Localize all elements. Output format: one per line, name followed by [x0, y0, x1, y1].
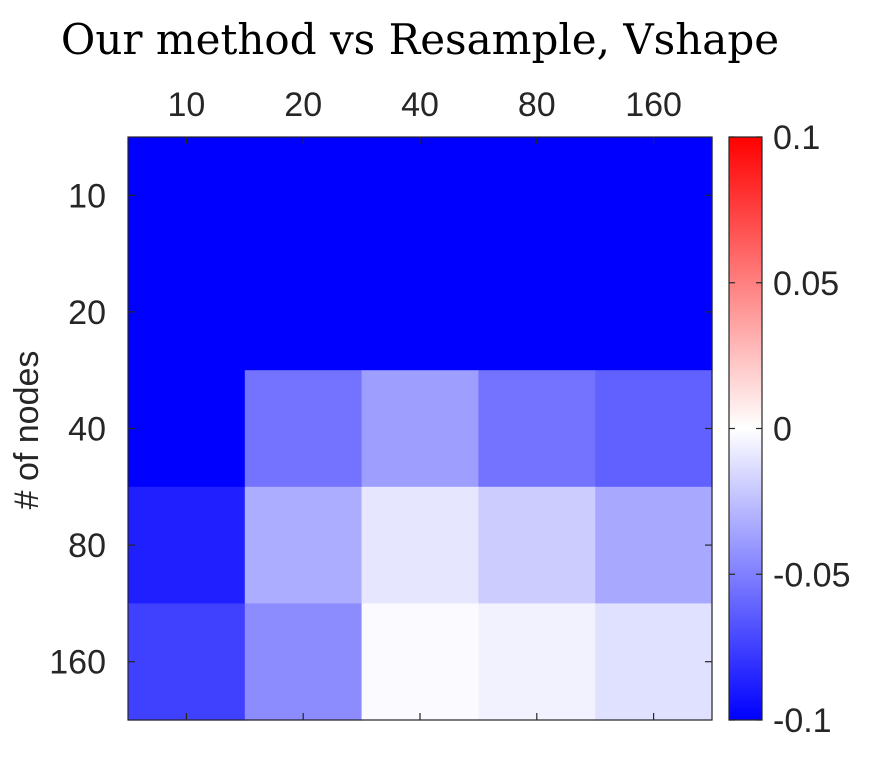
heatmap-cell: [361, 253, 479, 371]
heatmap-cell: [478, 486, 596, 604]
colorbar-ticks: 0.1 0.05 0 -0.05 -0.1: [729, 119, 851, 740]
heatmap-cell: [595, 370, 713, 488]
heatmap-cell: [128, 486, 246, 604]
heatmap-cell: [595, 137, 713, 255]
chart-title: Our method vs Resample, Vshape: [61, 15, 779, 64]
x-tick-label: 10: [167, 86, 205, 124]
x-tick-labels: 10 20 40 80 160: [167, 86, 681, 124]
heatmap-cell: [244, 253, 363, 371]
heatmap-cell: [128, 137, 246, 255]
colorbar-tick-label: 0: [773, 411, 792, 449]
colorbar-tick-label: -0.1: [773, 702, 832, 740]
heatmap-cell: [128, 370, 246, 488]
x-tick-label: 80: [518, 86, 556, 124]
y-axis-label: # of nodes: [8, 351, 46, 510]
x-tick-label: 20: [284, 86, 322, 124]
heatmap-cell: [244, 370, 363, 488]
colorbar-tick-label: -0.05: [773, 556, 851, 594]
heatmap-cell: [128, 603, 246, 721]
colorbar-tick-label: 0.05: [773, 265, 839, 303]
y-tick-label: 80: [68, 527, 106, 565]
heatmap-cell: [244, 137, 363, 255]
heatmap-cell: [361, 370, 479, 488]
heatmap-cell: [244, 603, 363, 721]
y-tick-label: 160: [49, 644, 106, 682]
heatmap-cell: [478, 137, 596, 255]
heatmap-cell: [595, 253, 713, 371]
heatmap-cell: [478, 370, 596, 488]
heatmap-cell: [595, 486, 713, 604]
heatmap-cell: [361, 486, 479, 604]
axis-ticks: [128, 137, 712, 720]
y-tick-labels: 10 20 40 80 160: [49, 177, 106, 681]
heatmap-cell: [128, 253, 246, 371]
colorbar-tick-label: 0.1: [773, 119, 820, 157]
heatmap-cell: [478, 603, 596, 721]
y-tick-label: 10: [68, 177, 106, 215]
heatmap-cell: [361, 137, 479, 255]
heatmap-cells: [128, 137, 713, 721]
x-tick-label: 160: [625, 86, 682, 124]
heatmap-cell: [595, 603, 713, 721]
heatmap-cell: [478, 253, 596, 371]
y-tick-label: 40: [68, 411, 106, 449]
heatmap-cell: [244, 486, 363, 604]
heatmap-cell: [361, 603, 479, 721]
y-tick-label: 20: [68, 294, 106, 332]
x-tick-label: 40: [401, 86, 439, 124]
